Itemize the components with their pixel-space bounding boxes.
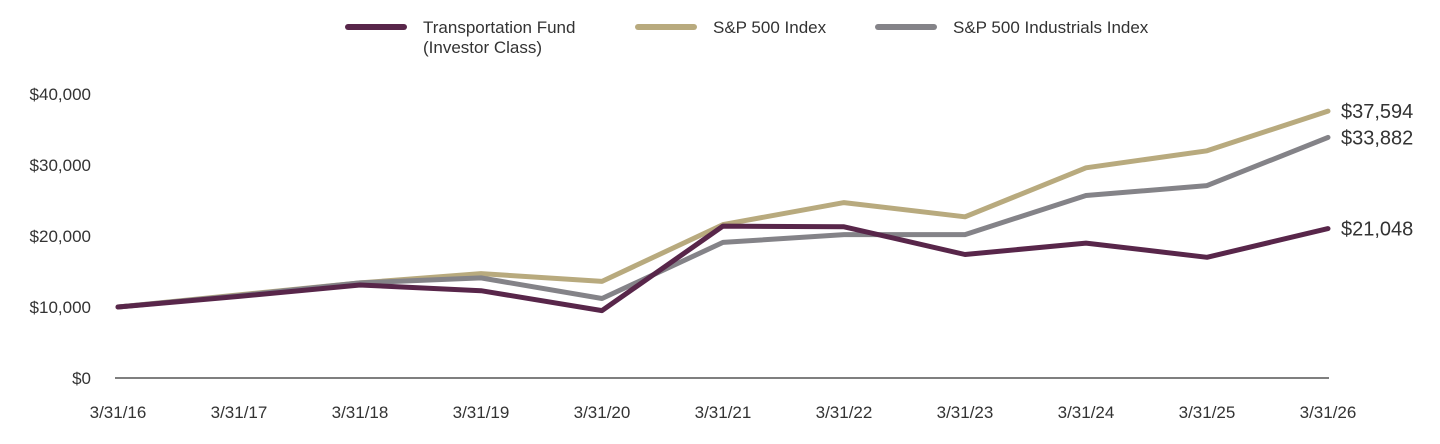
y-tick-label: $40,000 [30, 85, 91, 104]
y-tick-label: $10,000 [30, 298, 91, 317]
x-tick-label: 3/31/26 [1300, 403, 1357, 422]
x-tick-label: 3/31/25 [1179, 403, 1236, 422]
x-tick-label: 3/31/21 [695, 403, 752, 422]
x-tick-label: 3/31/20 [574, 403, 631, 422]
x-tick-label: 3/31/24 [1058, 403, 1115, 422]
legend-item-sp500-industrials: S&P 500 Industrials Index [875, 18, 1195, 58]
y-tick-label: $20,000 [30, 227, 91, 246]
x-tick-label: 3/31/22 [816, 403, 873, 422]
series-line-0 [115, 108, 1331, 310]
x-tick-label: 3/31/18 [332, 403, 389, 422]
x-tick-label: 3/31/16 [90, 403, 147, 422]
chart-legend: Transportation Fund (Investor Class) S&P… [345, 18, 1195, 58]
x-tick-label: 3/31/23 [937, 403, 994, 422]
series-line-2 [115, 223, 1331, 314]
legend-item-transportation-fund: Transportation Fund (Investor Class) [345, 18, 635, 58]
end-value-label: $21,048 [1341, 219, 1413, 241]
y-tick-label: $0 [72, 369, 91, 388]
y-tick-label: $30,000 [30, 156, 91, 175]
legend-label: Transportation Fund (Investor Class) [423, 18, 576, 57]
legend-swatch [635, 24, 697, 30]
x-tick-label: 3/31/19 [453, 403, 510, 422]
legend-item-sp500: S&P 500 Index [635, 18, 875, 58]
end-value-label: $33,882 [1341, 127, 1413, 149]
legend-swatch [345, 24, 407, 30]
legend-label: S&P 500 Industrials Index [953, 18, 1149, 37]
end-value-label: $37,594 [1341, 101, 1413, 123]
legend-label: S&P 500 Index [713, 18, 827, 37]
legend-swatch [875, 24, 937, 30]
x-tick-label: 3/31/17 [211, 403, 268, 422]
